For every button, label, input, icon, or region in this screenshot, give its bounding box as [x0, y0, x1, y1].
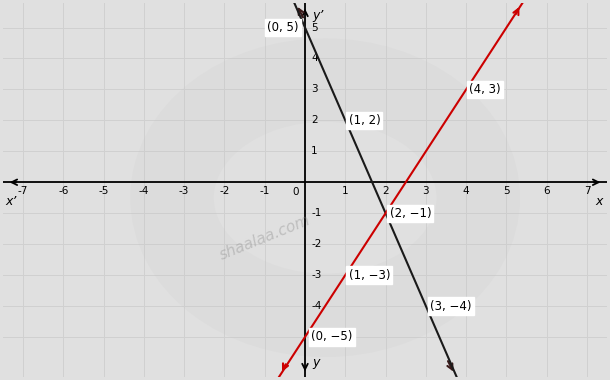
- Text: -2: -2: [219, 186, 229, 196]
- Text: y: y: [312, 356, 320, 369]
- Text: (0, −5): (0, −5): [311, 331, 353, 344]
- Text: -5: -5: [98, 186, 109, 196]
- Text: -5: -5: [311, 332, 321, 342]
- Text: 4: 4: [311, 54, 318, 63]
- Text: 3: 3: [311, 84, 318, 94]
- Text: 7: 7: [584, 186, 590, 196]
- Text: 2: 2: [382, 186, 389, 196]
- Text: 3: 3: [423, 186, 429, 196]
- Text: (3, −4): (3, −4): [430, 299, 472, 312]
- Text: -6: -6: [58, 186, 68, 196]
- Text: -3: -3: [179, 186, 189, 196]
- Text: y’: y’: [312, 9, 324, 22]
- Text: -4: -4: [138, 186, 149, 196]
- Text: -4: -4: [311, 301, 321, 311]
- Text: -7: -7: [18, 186, 28, 196]
- Text: -2: -2: [311, 239, 321, 249]
- Text: 6: 6: [544, 186, 550, 196]
- Text: x’: x’: [5, 195, 16, 207]
- Text: (1, 2): (1, 2): [348, 114, 380, 127]
- Text: 1: 1: [342, 186, 348, 196]
- Text: -1: -1: [259, 186, 270, 196]
- Text: 4: 4: [463, 186, 470, 196]
- Text: (4, 3): (4, 3): [470, 83, 501, 96]
- Text: 5: 5: [503, 186, 510, 196]
- Text: x: x: [595, 195, 603, 207]
- Text: (2, −1): (2, −1): [390, 207, 431, 220]
- Text: (0, 5): (0, 5): [267, 21, 299, 34]
- Text: 5: 5: [311, 22, 318, 33]
- Text: -3: -3: [311, 270, 321, 280]
- Text: 0: 0: [292, 187, 299, 197]
- Text: (1, −3): (1, −3): [348, 269, 390, 282]
- Text: shaalaa.com: shaalaa.com: [217, 213, 312, 263]
- Text: -1: -1: [311, 208, 321, 218]
- Text: 1: 1: [311, 146, 318, 156]
- Text: 2: 2: [311, 116, 318, 125]
